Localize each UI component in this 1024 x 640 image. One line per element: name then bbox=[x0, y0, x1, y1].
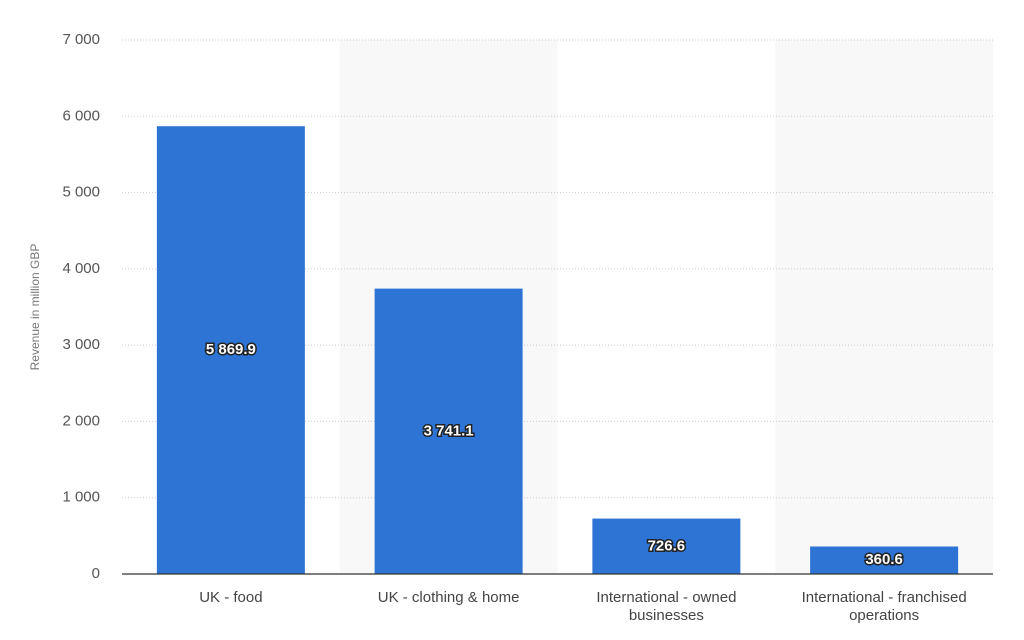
y-tick-label: 4 000 bbox=[62, 260, 100, 277]
value-label: 360.6 bbox=[865, 551, 903, 568]
x-tick-label: International - owned businesses bbox=[596, 589, 737, 624]
y-tick-label: 0 bbox=[92, 565, 100, 582]
x-tick-label: UK - clothing & home bbox=[377, 589, 520, 606]
bar bbox=[810, 546, 959, 574]
y-tick-label: 6 000 bbox=[62, 107, 100, 124]
bar bbox=[592, 518, 741, 574]
x-tick-label: International - franchised operations bbox=[801, 589, 967, 624]
y-axis-label: Revenue in million GBP bbox=[28, 244, 42, 371]
y-tick-label: 1 000 bbox=[62, 489, 100, 506]
bar bbox=[374, 288, 523, 574]
value-label: 3 741.1 bbox=[424, 422, 474, 439]
x-tick-label: UK - food bbox=[199, 589, 263, 606]
value-label: 726.6 bbox=[648, 537, 686, 554]
band-shade bbox=[775, 40, 993, 574]
y-tick-label: 2 000 bbox=[62, 412, 100, 429]
value-label: 5 869.9 bbox=[206, 341, 256, 358]
y-tick-label: 3 000 bbox=[62, 336, 100, 353]
y-tick-label: 5 000 bbox=[62, 184, 100, 201]
y-tick-label: 7 000 bbox=[62, 31, 100, 48]
bar bbox=[156, 126, 305, 575]
